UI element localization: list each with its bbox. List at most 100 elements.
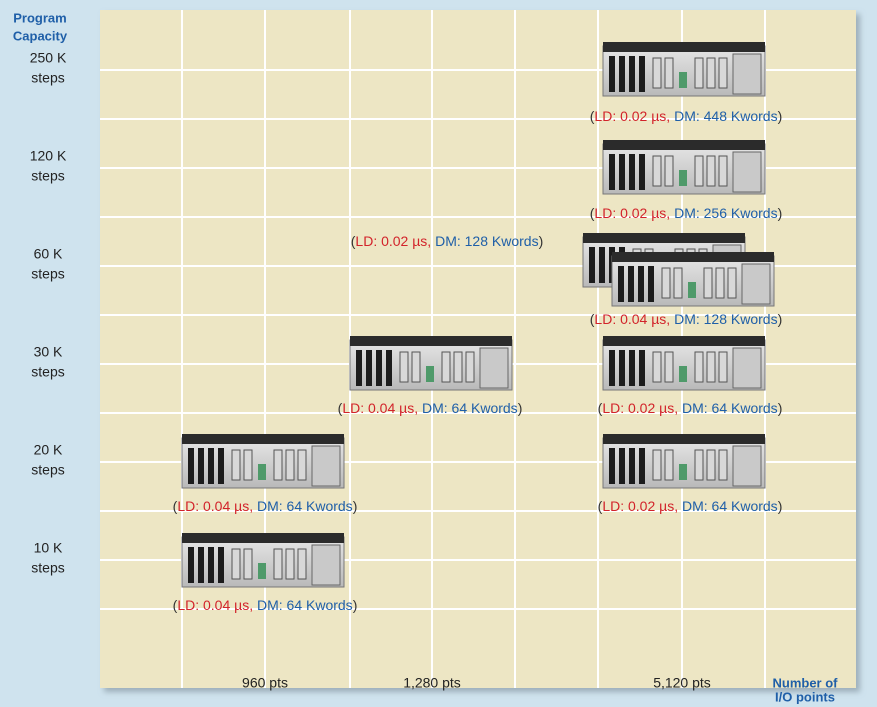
plc-image <box>602 434 766 489</box>
plc-module <box>411 351 421 383</box>
plc-module <box>285 449 295 481</box>
plc-module <box>297 449 307 481</box>
dm-spec: DM: 128 Kwords <box>674 311 777 327</box>
paren: ( <box>590 311 595 327</box>
paren: ( <box>173 498 178 514</box>
ld-spec: LD: 0.04 µs, <box>342 400 418 416</box>
plc-module <box>703 267 713 299</box>
paren: ( <box>598 400 603 416</box>
plc-cpu <box>732 445 762 487</box>
plc-module <box>718 155 728 187</box>
plc-module <box>285 548 295 580</box>
plc-image <box>602 42 766 97</box>
paren: ) <box>518 400 523 416</box>
plc-slot <box>619 56 625 92</box>
plc-module <box>297 548 307 580</box>
y-label-unit: steps <box>31 168 64 184</box>
ld-spec: LD: 0.02 µs, <box>594 108 670 124</box>
plc-slot <box>589 247 595 283</box>
ld-spec: LD: 0.04 µs, <box>594 311 670 327</box>
plc-slot <box>639 448 645 484</box>
ld-spec: LD: 0.04 µs, <box>177 498 253 514</box>
plc-module <box>273 548 283 580</box>
spec-label: (LD: 0.04 µs, DM: 64 Kwords) <box>173 498 358 514</box>
plc-module <box>661 267 671 299</box>
plc-slot <box>609 56 615 92</box>
spec-label: (LD: 0.04 µs, DM: 128 Kwords) <box>590 311 783 327</box>
dm-spec: DM: 64 Kwords <box>422 400 518 416</box>
plc-image <box>611 252 775 307</box>
plc-slot <box>376 350 382 386</box>
plc-slot <box>208 448 214 484</box>
plc-top <box>182 533 344 543</box>
plc-image <box>181 434 345 489</box>
y-label-unit: steps <box>31 266 64 282</box>
y-label: 10 K <box>34 540 63 556</box>
plc-slot <box>648 266 654 302</box>
plc-slot <box>599 247 605 283</box>
plc-image <box>602 140 766 195</box>
plc-terminal <box>679 464 687 480</box>
plc-slot <box>639 56 645 92</box>
plc-cpu <box>732 53 762 95</box>
plc-module <box>694 57 704 89</box>
plc-module <box>465 351 475 383</box>
plc-module <box>441 351 451 383</box>
plc-slot <box>208 547 214 583</box>
ld-spec: LD: 0.02 µs, <box>594 205 670 221</box>
plc-terminal <box>679 170 687 186</box>
spec-label: (LD: 0.02 µs, DM: 128 Kwords) <box>351 233 544 249</box>
plc-top <box>603 140 765 150</box>
plc-cpu <box>741 263 771 305</box>
spec-label: (LD: 0.04 µs, DM: 64 Kwords) <box>338 400 523 416</box>
plc-image <box>349 336 513 391</box>
plc-slot <box>638 266 644 302</box>
y-label: 60 K <box>34 246 63 262</box>
dm-spec: DM: 64 Kwords <box>257 597 353 613</box>
y-label: 250 K <box>30 50 67 66</box>
plc-module <box>715 267 725 299</box>
paren: ( <box>351 233 356 249</box>
plc-slot <box>386 350 392 386</box>
x-label: 5,120 pts <box>653 675 711 691</box>
plc-terminal <box>426 366 434 382</box>
y-axis-title: Program <box>13 10 66 25</box>
paren: ( <box>590 108 595 124</box>
plc-module <box>694 449 704 481</box>
plc-module <box>673 267 683 299</box>
dm-spec: DM: 128 Kwords <box>435 233 538 249</box>
plc-slot <box>198 547 204 583</box>
plc-module <box>652 351 662 383</box>
plc-slot <box>188 448 194 484</box>
y-axis-title: Capacity <box>13 28 68 43</box>
plc-slot <box>639 154 645 190</box>
plc-slot <box>639 350 645 386</box>
plc-module <box>706 449 716 481</box>
plc-slot <box>188 547 194 583</box>
x-label: 960 pts <box>242 675 288 691</box>
y-label: 20 K <box>34 442 63 458</box>
ld-spec: LD: 0.02 µs, <box>355 233 431 249</box>
plc-cpu <box>479 347 509 389</box>
plc-terminal <box>688 282 696 298</box>
dm-spec: DM: 448 Kwords <box>674 108 777 124</box>
plc-module <box>664 57 674 89</box>
plc-cpu <box>311 544 341 586</box>
plc-slot <box>356 350 362 386</box>
y-label-unit: steps <box>31 70 64 86</box>
plc-module <box>453 351 463 383</box>
plc-module <box>694 351 704 383</box>
paren: ) <box>539 233 544 249</box>
plc-slot <box>628 266 634 302</box>
spec-label: (LD: 0.02 µs, DM: 448 Kwords) <box>590 108 783 124</box>
plc-top <box>350 336 512 346</box>
plc-terminal <box>679 366 687 382</box>
x-axis-title: I/O points <box>775 689 835 704</box>
y-label-unit: steps <box>31 560 64 576</box>
plc-module <box>231 449 241 481</box>
dm-spec: DM: 64 Kwords <box>682 498 778 514</box>
ld-spec: LD: 0.02 µs, <box>602 498 678 514</box>
plc-module <box>694 155 704 187</box>
plc-slot <box>609 350 615 386</box>
plc-image <box>181 533 345 588</box>
